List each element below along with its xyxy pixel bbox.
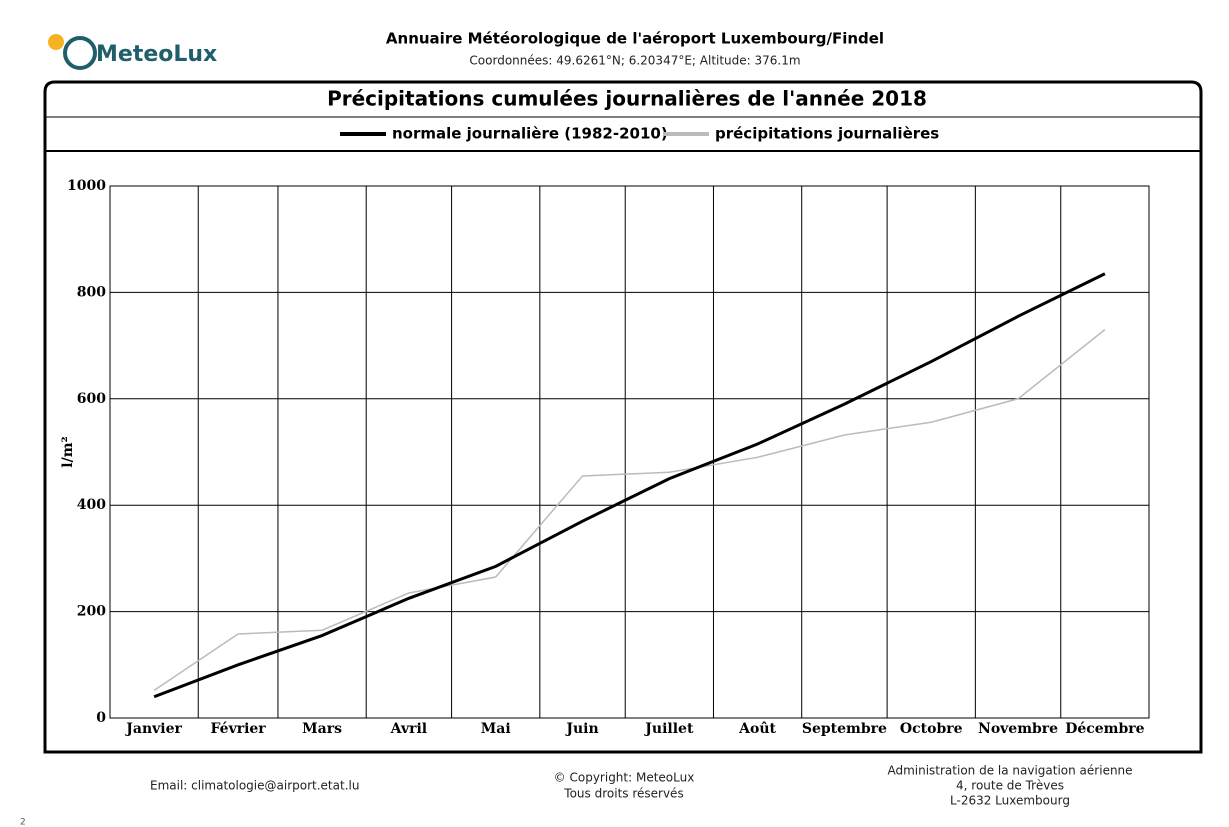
footer-email: Email: climatologie@airport.etat.lu — [150, 779, 359, 793]
page-subtitle: Coordonnées: 49.6261°N; 6.20347°E; Altit… — [469, 54, 800, 68]
page-title: Annuaire Météorologique de l'aéroport Lu… — [386, 30, 884, 48]
x-tick-label: Mai — [481, 721, 511, 737]
x-tick-label: Juillet — [643, 721, 694, 737]
y-tick-label: 200 — [77, 604, 106, 620]
y-axis-label: l/m² — [60, 436, 76, 467]
series-line — [153, 329, 1106, 691]
y-tick-label: 1000 — [67, 178, 106, 194]
x-tick-label: Août — [738, 721, 776, 737]
logo: MeteoLux — [48, 34, 217, 70]
chart-title: Précipitations cumulées journalières de … — [327, 87, 927, 111]
y-tick-label: 0 — [96, 710, 106, 726]
y-tick-label: 400 — [77, 497, 106, 513]
y-tick-label: 800 — [77, 284, 106, 300]
x-tick-label: Juin — [564, 721, 598, 737]
x-tick-label: Mars — [302, 721, 342, 737]
frame — [43, 80, 1203, 754]
y-tick-label: 600 — [77, 391, 106, 407]
series-line — [153, 272, 1106, 699]
page-marker: 2 — [20, 818, 26, 827]
x-tick-label: Novembre — [978, 721, 1058, 737]
logo-text: MeteoLux — [96, 42, 217, 67]
x-tick-label: Avril — [390, 721, 427, 737]
footer-address: 4, route de Trèves — [956, 779, 1064, 793]
x-tick-label: Décembre — [1065, 721, 1144, 737]
footer-copyright: Tous droits réservés — [563, 787, 683, 801]
footer-copyright: © Copyright: MeteoLux — [554, 771, 695, 785]
legend-label: précipitations journalières — [715, 125, 939, 143]
logo-o — [63, 36, 97, 70]
x-tick-label: Septembre — [802, 721, 887, 737]
x-tick-label: Octobre — [900, 721, 963, 737]
logo-sun — [48, 34, 64, 50]
footer-address: Administration de la navigation aérienne — [887, 764, 1132, 778]
footer-address: L-2632 Luxembourg — [950, 794, 1070, 808]
x-tick-label: Janvier — [124, 721, 182, 737]
legend-label: normale journalière (1982-2010) — [392, 125, 668, 143]
x-tick-label: Février — [210, 721, 266, 737]
plot-area — [109, 185, 1150, 719]
